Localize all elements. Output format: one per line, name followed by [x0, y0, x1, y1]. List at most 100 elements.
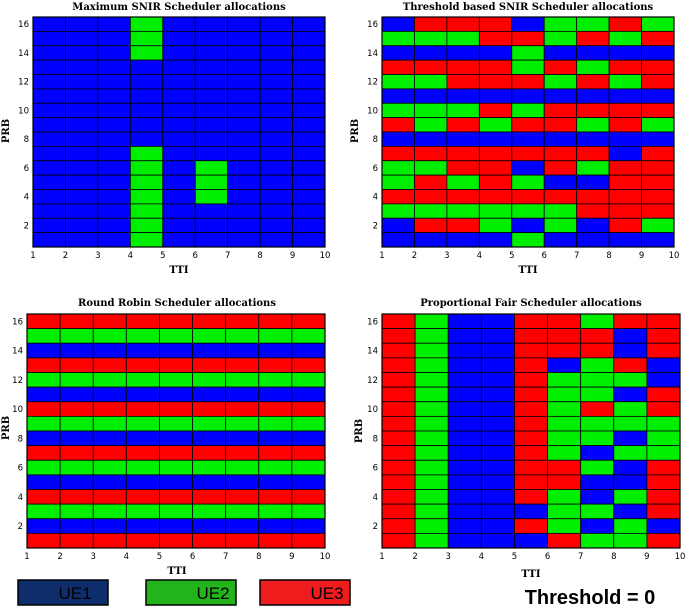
panel-title: Maximum SNIR Scheduler allocations — [72, 2, 286, 13]
cell-ue1 — [97, 203, 131, 219]
cell-ue1 — [613, 474, 648, 490]
cell-ue1 — [258, 430, 293, 447]
cell-ue3 — [381, 189, 415, 205]
y-tick-label: 14 — [367, 347, 378, 357]
cell-ue1 — [447, 328, 482, 344]
x-tick-label: 3 — [444, 251, 449, 261]
cell-ue1 — [447, 415, 482, 432]
cell-ue1 — [32, 59, 66, 75]
cell-ue1 — [162, 45, 196, 61]
cell-ue3 — [192, 357, 227, 373]
cell-ue2 — [414, 74, 448, 90]
cell-ue2 — [194, 160, 229, 176]
cell-ue3 — [646, 459, 681, 476]
cell-ue2 — [543, 217, 578, 234]
cell-ue2 — [225, 415, 260, 432]
cell-ue1 — [194, 59, 229, 75]
cell-ue3 — [381, 430, 416, 447]
cell-ue1 — [478, 88, 513, 104]
cell-ue1 — [480, 328, 515, 344]
cell-ue2 — [547, 401, 582, 417]
cell-ue3 — [547, 328, 582, 344]
cell-ue1 — [129, 88, 164, 104]
cell-ue2 — [641, 117, 675, 133]
cell-ue3 — [478, 16, 513, 32]
cell-ue1 — [65, 174, 99, 190]
cell-ue1 — [97, 88, 131, 104]
cell-ue2 — [125, 503, 160, 520]
cell-ue3 — [576, 203, 610, 219]
cell-ue3 — [514, 372, 548, 388]
cell-ue1 — [59, 430, 94, 447]
cell-ue1 — [162, 174, 196, 190]
cell-ue2 — [129, 160, 164, 176]
cell-ue1 — [480, 503, 515, 520]
cell-ue2 — [547, 372, 582, 388]
threshold-snir-panel: Threshold based SNIR Scheduler allocatio… — [350, 2, 679, 276]
cell-ue1 — [227, 45, 261, 61]
cell-ue3 — [646, 386, 681, 403]
x-tick-label: 5 — [512, 552, 517, 562]
cell-ue3 — [576, 145, 610, 162]
cell-ue3 — [514, 518, 548, 534]
cell-ue1 — [292, 30, 326, 47]
cell-ue3 — [414, 59, 448, 75]
cell-ue1 — [580, 445, 615, 461]
cell-ue3 — [192, 313, 227, 330]
cell-ue1 — [97, 102, 131, 119]
cell-ue2 — [26, 328, 61, 344]
cell-ue1 — [447, 445, 482, 461]
x-axis-label: TTI — [521, 569, 541, 580]
cell-ue2 — [129, 203, 164, 219]
cell-ue3 — [381, 401, 416, 417]
cell-ue3 — [381, 328, 416, 344]
x-tick-label: 4 — [124, 552, 129, 562]
cell-ue3 — [646, 532, 681, 549]
cell-ue3 — [381, 474, 416, 490]
cell-ue2 — [414, 518, 449, 534]
cell-ue2 — [125, 415, 160, 432]
cell-ue1 — [92, 430, 127, 447]
cell-ue1 — [543, 174, 578, 190]
cell-ue3 — [381, 415, 416, 432]
cell-ue1 — [59, 386, 94, 403]
cell-ue1 — [227, 160, 261, 176]
cell-ue3 — [580, 342, 615, 359]
x-tick-label: 6 — [190, 552, 195, 562]
cell-ue3 — [511, 189, 545, 205]
cell-ue1 — [32, 88, 66, 104]
cell-ue3 — [446, 59, 480, 75]
cell-ue1 — [227, 189, 261, 205]
cell-ue1 — [125, 430, 160, 447]
cell-ue3 — [381, 117, 415, 133]
cell-ue3 — [92, 532, 127, 549]
cell-ue3 — [514, 401, 548, 417]
y-tick-label: 8 — [373, 135, 378, 145]
cell-ue1 — [447, 401, 482, 417]
cell-ue3 — [646, 328, 681, 344]
cell-ue1 — [547, 357, 582, 373]
x-tick-label: 3 — [91, 552, 96, 562]
cell-ue3 — [381, 386, 416, 403]
cell-ue1 — [59, 518, 94, 534]
cell-ue2 — [576, 117, 610, 133]
cell-ue2 — [511, 203, 545, 219]
cell-ue1 — [192, 342, 227, 359]
cell-ue1 — [129, 117, 164, 133]
x-tick-label: 5 — [509, 251, 514, 261]
cell-ue3 — [446, 145, 480, 162]
cell-ue2 — [547, 518, 582, 534]
cell-ue1 — [194, 117, 229, 133]
cell-ue1 — [259, 30, 293, 47]
cell-ue3 — [26, 313, 61, 330]
x-tick-label: 9 — [289, 552, 294, 562]
cell-ue1 — [580, 489, 615, 505]
cell-ue2 — [547, 503, 582, 520]
cell-ue2 — [613, 532, 648, 549]
cell-ue3 — [641, 174, 675, 190]
cell-ue1 — [129, 102, 164, 119]
cell-ue1 — [480, 386, 515, 403]
cell-ue3 — [258, 313, 293, 330]
cell-ue1 — [65, 232, 99, 248]
